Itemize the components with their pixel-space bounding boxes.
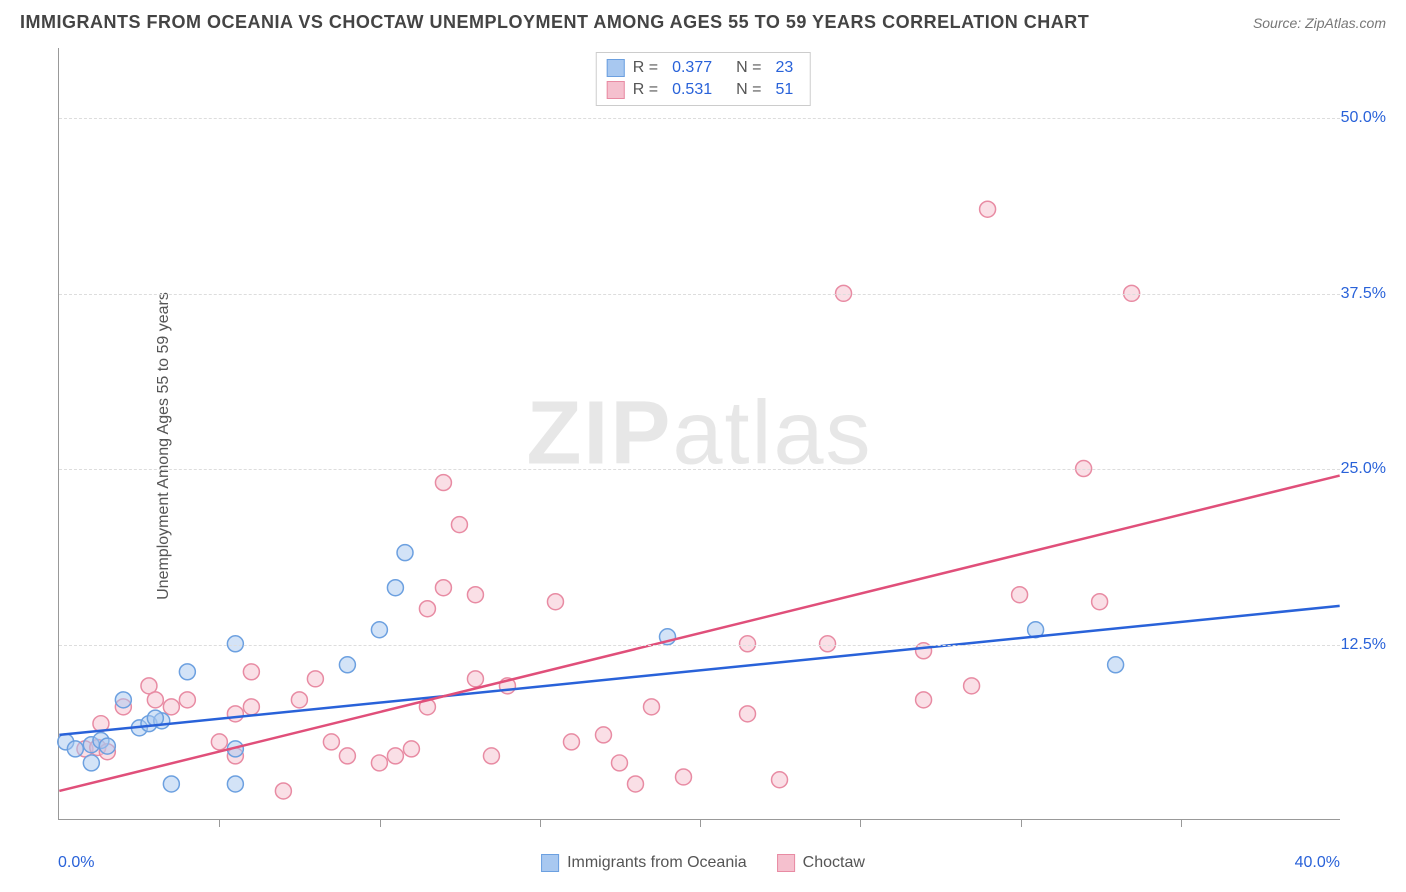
data-point	[387, 580, 403, 596]
data-point	[339, 657, 355, 673]
data-point	[403, 741, 419, 757]
data-point	[451, 517, 467, 533]
data-point	[547, 594, 563, 610]
data-point	[371, 755, 387, 771]
plot-area: ZIPatlas	[58, 48, 1340, 820]
data-point	[371, 622, 387, 638]
data-point	[275, 783, 291, 799]
data-point	[163, 776, 179, 792]
chart-title: IMMIGRANTS FROM OCEANIA VS CHOCTAW UNEMP…	[20, 12, 1089, 33]
legend-r-label: R =	[633, 81, 658, 99]
data-point	[916, 692, 932, 708]
data-point	[83, 755, 99, 771]
data-point	[980, 201, 996, 217]
legend-n-value: 51	[775, 81, 793, 99]
legend-series-name: Immigrants from Oceania	[567, 854, 747, 872]
legend-top-row: R = 0.377 N = 23	[607, 57, 800, 79]
data-point	[627, 776, 643, 792]
data-point	[227, 776, 243, 792]
legend-swatch	[607, 81, 625, 99]
x-tick	[1181, 819, 1182, 827]
data-point	[1012, 587, 1028, 603]
data-point	[643, 699, 659, 715]
data-point	[397, 545, 413, 561]
gridline	[59, 294, 1340, 295]
y-tick-label: 12.5%	[1341, 636, 1386, 654]
x-tick	[380, 819, 381, 827]
legend-bottom-item: Immigrants from Oceania	[541, 854, 747, 872]
data-point	[211, 734, 227, 750]
legend-swatch	[541, 854, 559, 872]
data-point	[243, 664, 259, 680]
legend-swatch	[777, 854, 795, 872]
data-point	[243, 699, 259, 715]
data-point	[419, 601, 435, 617]
data-point	[99, 738, 115, 754]
gridline	[59, 118, 1340, 119]
data-point	[483, 748, 499, 764]
trend-line	[59, 476, 1339, 791]
data-point	[1108, 657, 1124, 673]
data-point	[1092, 594, 1108, 610]
data-point	[772, 772, 788, 788]
legend-series-name: Choctaw	[803, 854, 865, 872]
legend-swatch	[607, 59, 625, 77]
x-axis-min-label: 0.0%	[58, 854, 94, 872]
data-point	[307, 671, 323, 687]
data-point	[179, 664, 195, 680]
gridline	[59, 645, 1340, 646]
legend-top: R = 0.377 N = 23 R = 0.531 N = 51	[596, 52, 811, 106]
data-point	[147, 692, 163, 708]
data-point	[227, 706, 243, 722]
data-point	[467, 671, 483, 687]
legend-r-value: 0.531	[672, 81, 712, 99]
y-tick-label: 50.0%	[1341, 109, 1386, 127]
legend-n-label: N =	[736, 59, 761, 77]
x-axis-max-label: 40.0%	[1295, 854, 1340, 872]
source-label: Source: ZipAtlas.com	[1253, 15, 1386, 31]
plot-svg	[59, 48, 1340, 819]
legend-bottom-item: Choctaw	[777, 854, 865, 872]
y-tick-label: 37.5%	[1341, 285, 1386, 303]
data-point	[595, 727, 611, 743]
title-row: IMMIGRANTS FROM OCEANIA VS CHOCTAW UNEMP…	[20, 12, 1386, 33]
data-point	[740, 706, 756, 722]
data-point	[291, 692, 307, 708]
gridline	[59, 469, 1340, 470]
data-point	[676, 769, 692, 785]
legend-n-label: N =	[736, 81, 761, 99]
data-point	[467, 587, 483, 603]
data-point	[339, 748, 355, 764]
legend-n-value: 23	[775, 59, 793, 77]
data-point	[387, 748, 403, 764]
data-point	[435, 580, 451, 596]
x-tick	[219, 819, 220, 827]
chart-container: IMMIGRANTS FROM OCEANIA VS CHOCTAW UNEMP…	[0, 0, 1406, 892]
y-tick-label: 25.0%	[1341, 460, 1386, 478]
x-tick	[700, 819, 701, 827]
data-point	[964, 678, 980, 694]
data-point	[67, 741, 83, 757]
x-tick	[1021, 819, 1022, 827]
data-point	[179, 692, 195, 708]
data-point	[435, 475, 451, 491]
x-tick	[540, 819, 541, 827]
data-point	[563, 734, 579, 750]
data-point	[115, 692, 131, 708]
data-point	[611, 755, 627, 771]
legend-r-value: 0.377	[672, 59, 712, 77]
data-point	[323, 734, 339, 750]
legend-top-row: R = 0.531 N = 51	[607, 79, 800, 101]
legend-r-label: R =	[633, 59, 658, 77]
legend-bottom: Immigrants from Oceania Choctaw	[541, 854, 865, 872]
data-point	[163, 699, 179, 715]
x-tick	[860, 819, 861, 827]
